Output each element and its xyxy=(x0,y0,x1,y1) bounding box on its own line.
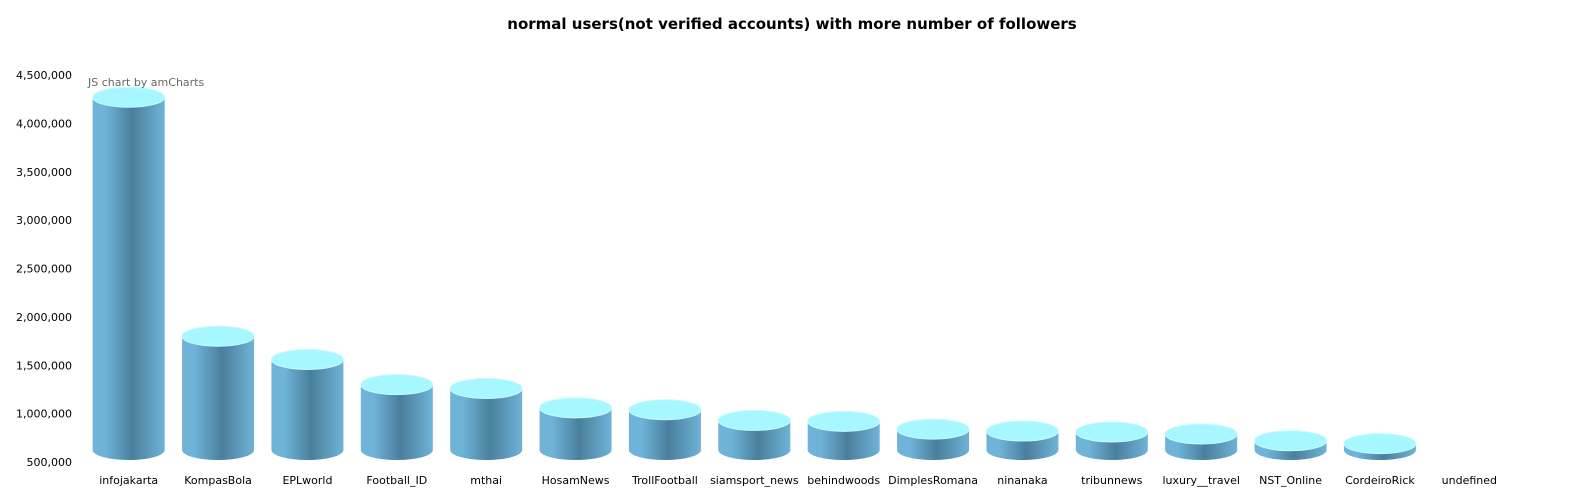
bar-top xyxy=(1254,430,1328,452)
x-tick-label: Football_ID xyxy=(366,474,427,487)
x-tick-label: undefined xyxy=(1442,474,1497,487)
bar-top xyxy=(628,399,702,421)
bar-top xyxy=(181,325,255,347)
bar-hosamnews[interactable] xyxy=(539,397,613,460)
bar-mthai[interactable] xyxy=(449,377,523,460)
x-tick-label: infojakarta xyxy=(99,474,158,487)
bar-eplworld[interactable] xyxy=(270,348,344,460)
y-tick-label: 4,000,000 xyxy=(16,117,72,130)
bar-dimplesromana[interactable] xyxy=(896,418,970,460)
y-tick-label: 500,000 xyxy=(27,456,73,469)
x-tick-label: EPLworld xyxy=(282,474,332,487)
bar-body xyxy=(807,421,880,460)
bar-football-id[interactable] xyxy=(360,374,434,460)
x-tick-label: CordeiroRick xyxy=(1345,474,1415,487)
y-tick-label: 4,500,000 xyxy=(16,69,72,82)
x-tick-label: DimplesRomana xyxy=(888,474,978,487)
x-tick-label: NST_Online xyxy=(1259,474,1322,487)
bar-tribunnews[interactable] xyxy=(1075,421,1149,460)
bar-body xyxy=(718,420,791,460)
bar-behindwoods[interactable] xyxy=(807,410,881,460)
bar-top xyxy=(1343,433,1417,455)
y-tick-label: 2,500,000 xyxy=(16,263,72,276)
x-axis: infojakarta KompasBola EPLworld Football_ID… xyxy=(99,474,1497,487)
bar-nst-online[interactable] xyxy=(1254,430,1328,460)
credit-link[interactable]: JS chart by amCharts xyxy=(88,76,205,89)
bar-top xyxy=(449,377,523,399)
bar-top xyxy=(807,410,881,432)
x-tick-label: mthai xyxy=(470,474,502,487)
bar-body xyxy=(182,336,255,460)
bar-body xyxy=(450,388,523,460)
bar-luxury-travel[interactable] xyxy=(1164,423,1238,460)
x-tick-label: HosamNews xyxy=(542,474,610,487)
bar-top xyxy=(896,418,970,440)
bar-infojakarta[interactable] xyxy=(92,86,166,460)
bar-body xyxy=(271,359,344,460)
x-tick-label: TrollFootball xyxy=(631,474,698,487)
x-tick-label: luxury__travel xyxy=(1162,474,1239,487)
bars xyxy=(92,86,1417,460)
bar-siamsport-news[interactable] xyxy=(717,409,791,460)
bar-top xyxy=(717,409,791,431)
chart-title: normal users(not verified accounts) with… xyxy=(507,15,1077,33)
bar-top xyxy=(539,397,613,419)
bar-top xyxy=(92,86,166,108)
bar-body xyxy=(92,97,165,460)
bar-top xyxy=(360,374,434,396)
x-tick-label: ninanaka xyxy=(997,474,1047,487)
y-tick-label: 1,000,000 xyxy=(16,408,72,421)
y-tick-label: 3,500,000 xyxy=(16,166,72,179)
x-tick-label: KompasBola xyxy=(184,474,252,487)
bar-body xyxy=(539,407,612,460)
y-tick-label: 2,000,000 xyxy=(16,311,72,324)
bar-body xyxy=(628,409,701,460)
bar-top xyxy=(985,420,1059,442)
bar-ninanaka[interactable] xyxy=(985,420,1059,460)
y-tick-label: 1,500,000 xyxy=(16,359,72,372)
x-tick-label: tribunnews xyxy=(1081,474,1143,487)
bar-top xyxy=(270,348,344,370)
y-tick-label: 3,000,000 xyxy=(16,214,72,227)
bar-body xyxy=(360,384,433,460)
bar-cordeirorick[interactable] xyxy=(1343,433,1417,460)
bar-kompasbola[interactable] xyxy=(181,325,255,460)
y-axis: 500,000 1,000,000 1,500,000 2,000,000 2,500,… xyxy=(16,69,72,469)
x-tick-label: behindwoods xyxy=(807,474,880,487)
x-tick-label: siamsport_news xyxy=(710,474,799,487)
bar-trollfootball[interactable] xyxy=(628,399,702,460)
bar-top xyxy=(1075,421,1149,443)
bar-top xyxy=(1164,423,1238,445)
